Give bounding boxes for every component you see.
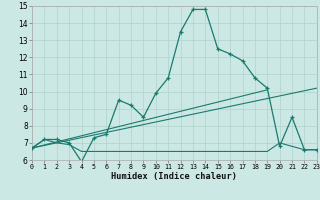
X-axis label: Humidex (Indice chaleur): Humidex (Indice chaleur) (111, 172, 237, 181)
